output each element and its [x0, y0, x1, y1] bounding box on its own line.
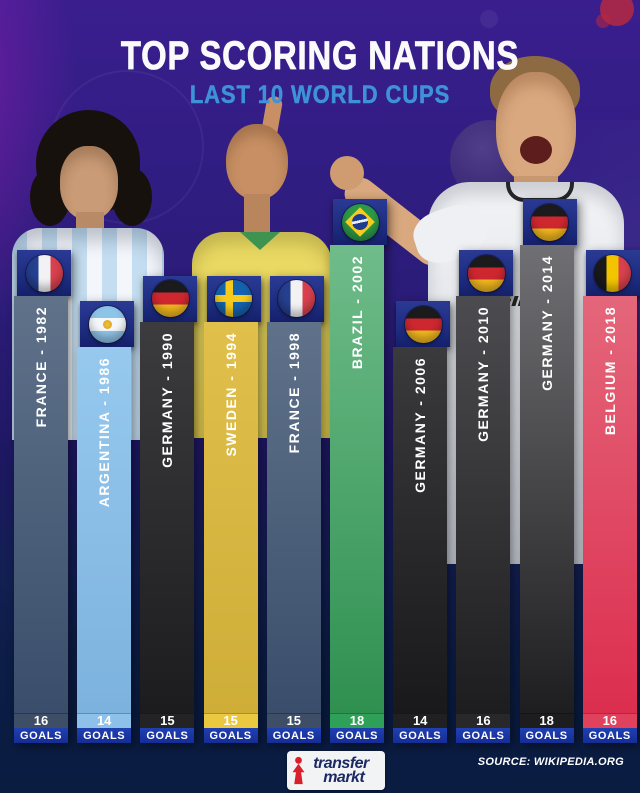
goal-bar: FRANCE - 1982 [14, 296, 68, 713]
argentina-flag-icon [88, 305, 126, 343]
goals-value: 18 [519, 713, 574, 728]
goals-value: 14 [393, 713, 448, 728]
goals-value: 14 [77, 713, 132, 728]
goal-bar: FRANCE - 1998 [266, 321, 321, 713]
germany-flag-icon [467, 254, 505, 292]
goals-value: 16 [456, 713, 511, 728]
germany-flag-icon [531, 203, 569, 241]
goal-bar: GERMANY - 2014 [519, 245, 574, 713]
flag-header [396, 301, 451, 347]
goals-value: 15 [203, 713, 258, 728]
goal-bar: BELGIUM - 2018 [582, 296, 637, 713]
goals-value: 16 [582, 713, 637, 728]
goals-value: 18 [330, 713, 384, 728]
maradona-face [60, 146, 118, 220]
bar-label: GERMANY - 2010 [475, 306, 492, 442]
flag-header [17, 250, 71, 296]
sweden-flag-icon [215, 280, 253, 317]
bar-label: FRANCE - 1998 [285, 331, 302, 453]
goals-strip: GOALS [456, 728, 511, 743]
chart-column-2010: GERMANY - 2010 16 GOALS [456, 250, 514, 743]
goals-strip: GOALS [330, 728, 384, 743]
chart-column-2002: BRAZIL - 2002 18 GOALS [330, 199, 387, 743]
chart-column-2018: BELGIUM - 2018 16 GOALS [582, 250, 640, 743]
flag-header [585, 250, 640, 296]
header: TOP SCORING NATIONS LAST 10 WORLD CUPS [0, 34, 640, 110]
goals-strip: GOALS [393, 728, 448, 743]
bar-label: ARGENTINA - 1986 [96, 357, 113, 508]
goals-strip: GOALS [14, 728, 68, 743]
belgium-flag-icon [594, 254, 632, 292]
goal-bar: BRAZIL - 2002 [330, 245, 384, 713]
flag-header [459, 250, 514, 296]
goals-strip: GOALS [266, 728, 321, 743]
chart-column-1994: SWEDEN - 1994 15 GOALS [203, 275, 261, 743]
goals-value: 15 [140, 713, 195, 728]
page-subtitle: LAST 10 WORLD CUPS [189, 81, 451, 110]
goals-value: 16 [14, 713, 68, 728]
chart-column-1990: GERMANY - 1990 15 GOALS [140, 275, 198, 743]
bar-label: FRANCE - 1982 [33, 306, 49, 428]
flag-header [206, 275, 261, 322]
goal-bar: GERMANY - 2006 [393, 347, 448, 713]
logo-text-line1: transfer [313, 754, 369, 772]
france-flag-icon [278, 280, 316, 317]
goals-strip: GOALS [203, 728, 258, 743]
germany-flag-icon [151, 280, 189, 317]
flag-header [522, 199, 577, 245]
transfermarkt-wordmark: transfer markt [303, 754, 369, 786]
goal-bar: SWEDEN - 1994 [203, 321, 258, 713]
maradona-hair [112, 168, 152, 226]
chart-column-1982: FRANCE - 1982 16 GOALS [14, 250, 71, 743]
transfermarkt-logo: transfer markt [287, 751, 385, 790]
flag-header [80, 301, 135, 347]
ronaldo-head [226, 124, 288, 200]
goal-bar: ARGENTINA - 1986 [77, 347, 132, 713]
flag-header [333, 199, 387, 245]
chart-column-1998: FRANCE - 1998 15 GOALS [266, 275, 324, 743]
bar-label: BRAZIL - 2002 [349, 255, 365, 370]
france-flag-icon [25, 254, 63, 292]
confetti-dot-decoration [480, 10, 498, 28]
bar-label: GERMANY - 2006 [412, 357, 429, 493]
brazil-flag-icon [341, 203, 379, 241]
bar-label: BELGIUM - 2018 [601, 306, 618, 436]
goals-strip: GOALS [77, 728, 132, 743]
goals-value: 15 [266, 713, 321, 728]
chart-column-1986: ARGENTINA - 1986 14 GOALS [77, 301, 135, 743]
goal-bar: GERMANY - 2010 [456, 296, 511, 713]
germany-flag-icon [404, 305, 442, 343]
chart-column-2006: GERMANY - 2006 14 GOALS [393, 301, 451, 743]
logo-text-line2: markt [323, 768, 365, 786]
bar-label: SWEDEN - 1994 [222, 331, 239, 457]
page-title: TOP SCORING NATIONS [120, 34, 520, 79]
flag-header [269, 275, 324, 322]
bar-label: GERMANY - 2014 [538, 255, 555, 391]
flag-header [143, 275, 198, 322]
goals-strip: GOALS [582, 728, 637, 743]
source-credit: SOURCE: WIKIPEDIA.ORG [477, 756, 624, 768]
goals-strip: GOALS [519, 728, 574, 743]
goals-strip: GOALS [140, 728, 195, 743]
goal-bar: GERMANY - 1990 [140, 321, 195, 713]
red-confetti-decoration [596, 14, 610, 28]
transfermarkt-mascot-icon [292, 756, 305, 785]
bar-label: GERMANY - 1990 [159, 331, 176, 468]
ronaldo-neck [244, 194, 270, 236]
mueller-fist [330, 156, 364, 190]
mueller-face [496, 72, 576, 184]
mueller-shouting-mouth [520, 136, 552, 164]
chart-column-2014: GERMANY - 2014 18 GOALS [519, 199, 577, 743]
